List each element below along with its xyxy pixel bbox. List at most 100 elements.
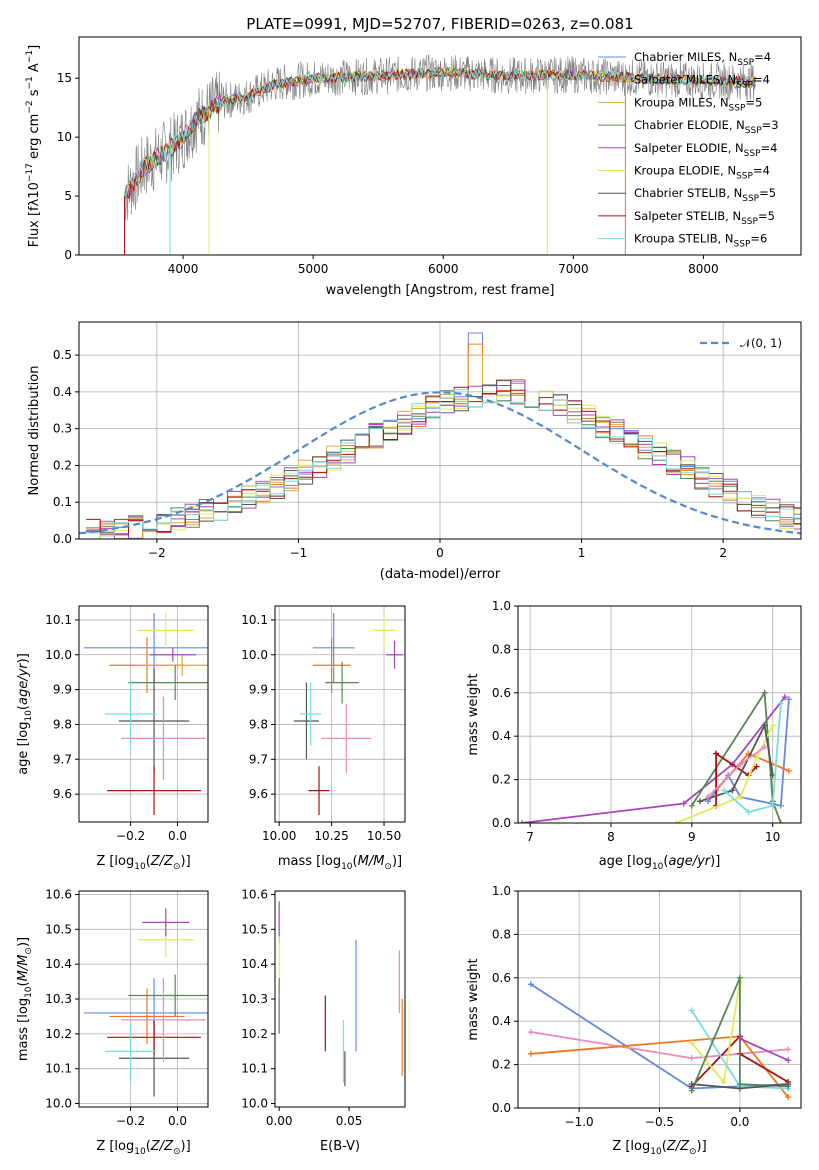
x-tick-label: 8 [607, 830, 615, 844]
y-tick-label: 10.1 [241, 613, 268, 627]
residual-histogram-step [86, 386, 801, 535]
residual-histogram-step [86, 379, 801, 539]
y-tick-label: 9.7 [53, 752, 72, 766]
residual-histogram-step [86, 389, 801, 537]
x-axis-label: age [log10(age/yr)] [599, 854, 721, 872]
model-fit-line [124, 67, 756, 198]
y-tick-label: 10.3 [241, 992, 268, 1006]
x-tick-label: 0.0 [730, 1115, 749, 1129]
legend-label: Chabrier STELIB, NSSP=5 [634, 186, 776, 204]
y-tick-label: 10.1 [45, 613, 72, 627]
plot-area [124, 54, 756, 255]
y-tick-label: 10.0 [45, 648, 72, 662]
mass-weight-line [690, 977, 789, 1091]
mass-weight-marker [688, 1081, 695, 1088]
y-tick-label: 10.1 [45, 1062, 72, 1076]
mass-weight-marker [688, 802, 695, 809]
y-tick-label: 0.5 [53, 348, 72, 362]
y-tick-label: 10.5 [241, 922, 268, 936]
y-tick-label: 0.4 [492, 729, 511, 743]
y-tick-label: 10.0 [241, 648, 268, 662]
x-axis-label: Z [log10(Z/Z⊙)] [96, 854, 190, 872]
x-tick-label: 5000 [298, 262, 329, 276]
residual-histogram-step [86, 384, 801, 539]
mass-weight-marker [745, 809, 752, 816]
plot-area [83, 612, 208, 816]
y-tick-label: 10.1 [241, 1062, 268, 1076]
y-tick-label: 0.8 [492, 642, 511, 656]
y-tick-label: 0.4 [53, 385, 72, 399]
axes-frame [274, 605, 406, 823]
mass-weight-line [521, 696, 786, 823]
y-tick-label: 10.6 [241, 887, 268, 901]
y-tick-label: 10.0 [241, 1097, 268, 1111]
plot-area [79, 332, 801, 539]
axes-frame [78, 605, 209, 823]
x-tick-label: −0.2 [116, 829, 145, 843]
plot-area [293, 612, 403, 816]
figure-title: PLATE=0991, MJD=52707, FIBERID=0263, z=0… [246, 15, 633, 33]
x-tick-label: 1 [578, 546, 586, 560]
y-tick-label: 0.3 [53, 422, 72, 436]
legend: Chabrier MILES, NSSP=4 Salpeter MILES, NS… [598, 50, 779, 250]
y-tick-label: 10.5 [45, 922, 72, 936]
x-tick-label: 10.50 [367, 829, 401, 843]
mass-weight-marker [672, 820, 679, 823]
x-tick-label: 9 [688, 830, 696, 844]
mass-weight-marker [737, 761, 744, 768]
legend-label: 𝒩(0, 1) [740, 336, 782, 350]
y-tick-label: 9.8 [249, 717, 268, 731]
x-axis-label: Z [log10(Z/Z⊙)] [612, 1139, 706, 1157]
y-tick-label: 1.0 [492, 884, 511, 898]
mass-weight-marker [753, 763, 760, 770]
y-tick-label: 0.6 [492, 971, 511, 985]
mass-weight-marker [761, 722, 768, 729]
y-axis-label: Flux [fλ10−17 erg cm−2 s−1 A−1] [25, 45, 42, 247]
x-tick-label: 10 [765, 830, 780, 844]
y-tick-label: 0.6 [492, 686, 511, 700]
y-tick-label: 0.8 [492, 927, 511, 941]
x-tick-label: 10.00 [262, 829, 296, 843]
legend-label: Chabrier ELODIE, NSSP=3 [634, 118, 779, 136]
legend-label: Kroupa MILES, NSSP=5 [634, 95, 762, 113]
mass-weight-marker [753, 754, 760, 761]
mass-weight-marker [680, 800, 687, 807]
y-tick-label: 10.4 [241, 957, 268, 971]
y-tick-label: 10.4 [45, 957, 72, 971]
residual-histogram-panel: −2 −1 0 1 2 0.0 0.1 0.2 0.3 0.4 0.5 (data-model)/er… [27, 321, 802, 582]
mass-weight-marker [688, 1007, 695, 1014]
mass-weight-marker [527, 1029, 534, 1036]
y-tick-label: 0.2 [492, 1058, 511, 1072]
x-tick-label: 0.00 [266, 1114, 293, 1128]
axes-frame [78, 36, 802, 256]
legend-label: Chabrier MILES, NSSP=4 [634, 50, 771, 68]
x-axis-label: Z [log10(Z/Z⊙)] [96, 1139, 190, 1157]
mass-weight-marker [736, 1035, 743, 1042]
mass-weight-marker [785, 1094, 792, 1101]
mass-weight-marker [736, 1085, 743, 1092]
plot-area [278, 901, 403, 1087]
mass-weight-marker [736, 974, 743, 981]
residual-histogram-step [86, 332, 801, 539]
mass-weight-marker [785, 1057, 792, 1064]
y-axis-label: mass [log10(M/M⊙)] [16, 937, 34, 1061]
y-axis-label: mass weight [466, 958, 481, 1040]
mass-weight-marker [721, 787, 728, 794]
x-tick-label: 0 [436, 546, 444, 560]
mass-weight-line [739, 1037, 789, 1062]
mass-weight-vs-metallicity-panel: −1.0 −0.5 0.0 0.0 0.2 0.4 0.6 0.8 1.0 Z [log10(Z/… [466, 884, 802, 1157]
legend-label: Kroupa ELODIE, NSSP=4 [634, 164, 770, 182]
gaussian-curve [79, 391, 801, 535]
axes-frame [274, 890, 406, 1108]
x-tick-label: 7 [526, 830, 534, 844]
plot-area [519, 689, 792, 823]
mass-weight-line [675, 724, 774, 823]
x-tick-label: −2 [148, 546, 166, 560]
y-tick-label: 9.7 [249, 752, 268, 766]
x-tick-label: 10.25 [314, 829, 348, 843]
mass-weight-marker [785, 767, 792, 774]
x-tick-label: 0.0 [168, 1114, 187, 1128]
mass-weight-marker [769, 722, 776, 729]
x-tick-label: 0.0 [168, 829, 187, 843]
